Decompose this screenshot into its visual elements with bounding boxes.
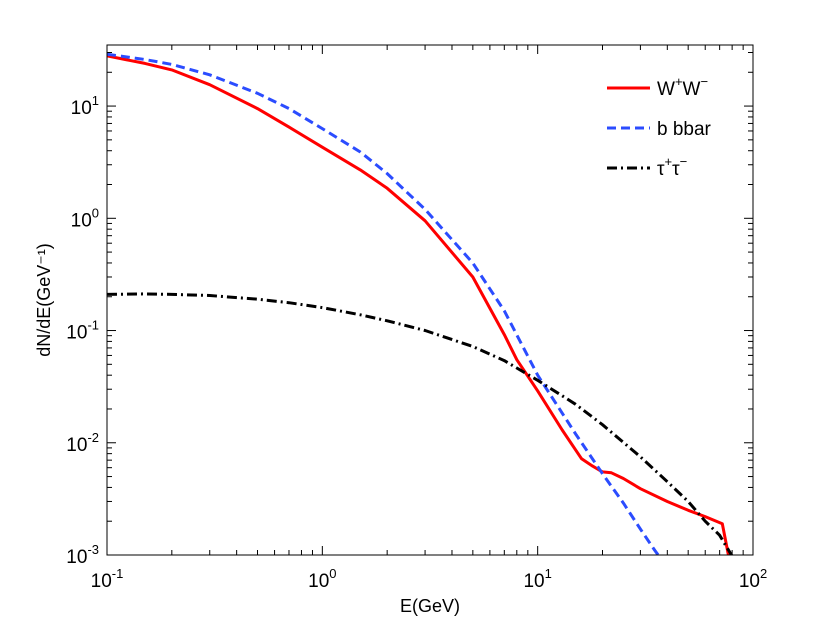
series-line-tau-tau- <box>107 292 734 555</box>
plot-frame <box>106 44 754 556</box>
y-tick-label-base: 10 <box>66 547 87 568</box>
ticks-layer <box>106 45 754 556</box>
x-axis-label: E(GeV) <box>400 596 460 616</box>
legend-label: τ+τ− <box>657 154 687 180</box>
x-tick-label-exponent: -1 <box>112 566 124 581</box>
series-layer <box>107 52 734 555</box>
y-tick-label: 10-2 <box>66 430 99 456</box>
legend-label-sup: + <box>665 154 673 169</box>
legend-label: W+W− <box>657 74 708 100</box>
legend-label-sup: − <box>680 154 688 169</box>
y-tick-label: 100 <box>71 205 99 231</box>
y-tick-label-exponent: -1 <box>87 318 99 333</box>
y-tick-label-exponent: 1 <box>92 93 99 108</box>
legend-item: b bbar <box>607 119 712 140</box>
legend-label-part: W <box>657 79 675 100</box>
series-line-w-w- <box>107 54 730 555</box>
y-axis-label: dN/dE(GeV⁻¹) <box>34 243 54 357</box>
y-tick-label-base: 10 <box>66 435 87 456</box>
series-line-b-bbar <box>107 52 661 555</box>
legend-item: τ+τ− <box>607 154 687 180</box>
y-tick-label-exponent: -3 <box>87 542 99 557</box>
y-tick-label: 101 <box>71 93 99 119</box>
y-tick-label: 10-1 <box>66 318 99 344</box>
y-tick-label-base: 10 <box>66 323 87 344</box>
y-tick-label-exponent: -2 <box>87 430 99 445</box>
y-tick-label-base: 10 <box>71 98 92 119</box>
x-tick-label-base: 10 <box>91 571 112 592</box>
x-tick-label: 101 <box>523 566 551 592</box>
legend-label-sup: + <box>675 74 683 89</box>
x-tick-label: 10-1 <box>91 566 124 592</box>
x-tick-label-exponent: 0 <box>329 566 336 581</box>
x-tick-label: 102 <box>739 566 767 592</box>
legend-item: W+W− <box>607 74 708 100</box>
legend-label: b bbar <box>657 119 712 140</box>
legend-label-part: τ <box>672 159 680 180</box>
legend-label-sup: − <box>700 74 708 89</box>
y-tick-label-exponent: 0 <box>92 205 99 220</box>
x-tick-label-exponent: 1 <box>545 566 552 581</box>
legend-label-part: W <box>683 79 701 100</box>
legend-label-part: τ <box>657 159 665 180</box>
x-tick-label-exponent: 2 <box>760 566 767 581</box>
y-tick-label: 10-3 <box>66 542 99 568</box>
x-tick-label-base: 10 <box>308 571 329 592</box>
x-tick-label: 100 <box>308 566 336 592</box>
y-tick-label-base: 10 <box>71 210 92 231</box>
x-tick-label-base: 10 <box>523 571 544 592</box>
x-tick-label-base: 10 <box>739 571 760 592</box>
